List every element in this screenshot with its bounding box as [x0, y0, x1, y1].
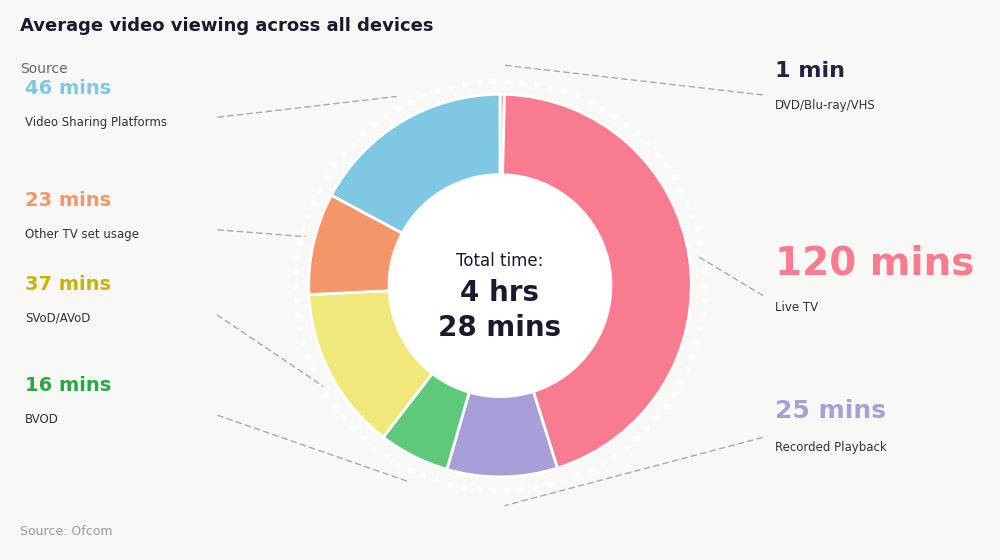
- Text: Average video viewing across all devices: Average video viewing across all devices: [20, 17, 434, 35]
- Wedge shape: [309, 291, 432, 437]
- Wedge shape: [309, 195, 402, 295]
- Text: 16 mins: 16 mins: [25, 376, 111, 395]
- Text: BVOD: BVOD: [25, 413, 59, 426]
- Text: 23 mins: 23 mins: [25, 191, 111, 210]
- Circle shape: [389, 175, 611, 396]
- Wedge shape: [331, 94, 500, 233]
- Wedge shape: [503, 94, 691, 468]
- Text: Other TV set usage: Other TV set usage: [25, 228, 139, 241]
- Text: Source: Ofcom: Source: Ofcom: [20, 525, 112, 538]
- Text: 1 min: 1 min: [775, 61, 845, 81]
- Text: Video Sharing Platforms: Video Sharing Platforms: [25, 116, 167, 129]
- Text: SVoD/AVoD: SVoD/AVoD: [25, 312, 90, 325]
- Wedge shape: [500, 94, 504, 175]
- Wedge shape: [447, 391, 557, 477]
- Text: 4 hrs
28 mins: 4 hrs 28 mins: [438, 279, 562, 342]
- Wedge shape: [383, 374, 469, 469]
- Text: Source: Source: [20, 62, 68, 76]
- Text: 25 mins: 25 mins: [775, 399, 886, 423]
- Text: Total time:: Total time:: [456, 252, 544, 270]
- Text: Live TV: Live TV: [775, 301, 818, 314]
- Text: 46 mins: 46 mins: [25, 79, 111, 98]
- Text: DVD/Blu-ray/VHS: DVD/Blu-ray/VHS: [775, 99, 876, 112]
- Text: Recorded Playback: Recorded Playback: [775, 441, 887, 454]
- Text: 120 mins: 120 mins: [775, 245, 974, 283]
- Text: 37 mins: 37 mins: [25, 275, 111, 294]
